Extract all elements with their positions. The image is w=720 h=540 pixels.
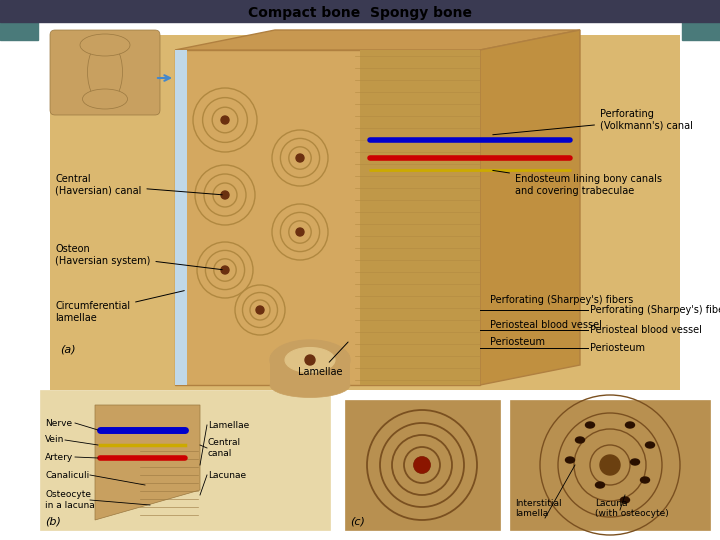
Circle shape [256, 306, 264, 314]
Bar [40, 390, 330, 530]
Text: Perforating (Sharpey's) fibers: Perforating (Sharpey's) fibers [490, 295, 634, 305]
Bar [345, 400, 500, 530]
Text: Perforating (Sharpey's) fibers: Perforating (Sharpey's) fibers [590, 305, 720, 315]
Text: Lamellae: Lamellae [208, 421, 249, 429]
Text: Periosteal blood vessel: Periosteal blood vessel [590, 325, 702, 335]
Ellipse shape [631, 459, 639, 465]
Ellipse shape [83, 89, 127, 109]
Ellipse shape [285, 348, 335, 373]
Ellipse shape [565, 457, 575, 463]
Ellipse shape [80, 34, 130, 56]
Ellipse shape [270, 340, 350, 380]
Text: Lacunae: Lacunae [208, 470, 246, 480]
Circle shape [296, 228, 304, 236]
Bar [0, 0, 38, 40]
Text: Periosteum: Periosteum [490, 337, 545, 347]
Text: Periosteal blood vessel: Periosteal blood vessel [490, 320, 602, 330]
Polygon shape [95, 405, 200, 520]
Circle shape [296, 154, 304, 162]
Circle shape [221, 191, 229, 199]
Text: Lamellae: Lamellae [298, 342, 348, 377]
Ellipse shape [595, 482, 605, 488]
Ellipse shape [270, 373, 350, 397]
Circle shape [305, 355, 315, 365]
Polygon shape [360, 50, 480, 385]
Text: (a): (a) [60, 344, 76, 354]
Polygon shape [175, 50, 480, 385]
Bar [175, 50, 187, 385]
Text: (b): (b) [45, 517, 61, 527]
Text: Canaliculi: Canaliculi [45, 470, 89, 480]
Text: Nerve: Nerve [45, 418, 72, 428]
Ellipse shape [626, 422, 634, 428]
Circle shape [600, 455, 620, 475]
Text: Lacuna
(with osteocyte): Lacuna (with osteocyte) [595, 498, 669, 518]
Text: Vein: Vein [45, 435, 64, 444]
Polygon shape [175, 30, 580, 50]
Text: (c): (c) [350, 517, 365, 527]
Text: Endosteum lining bony canals
and covering trabeculae: Endosteum lining bony canals and coverin… [492, 171, 662, 196]
Bar [510, 400, 710, 530]
Bar [38, 22, 682, 540]
Text: Interstitial
lamella: Interstitial lamella [515, 498, 562, 518]
Text: Central
(Haversian) canal: Central (Haversian) canal [55, 174, 222, 196]
Ellipse shape [575, 437, 585, 443]
Bar [682, 0, 720, 40]
Ellipse shape [621, 497, 629, 503]
Ellipse shape [641, 477, 649, 483]
Text: Osteon
(Haversian system): Osteon (Haversian system) [55, 244, 222, 269]
Text: Artery: Artery [45, 453, 73, 462]
Text: Circumferential
lamellae: Circumferential lamellae [55, 291, 184, 323]
Text: Osteocyte
in a lacuna: Osteocyte in a lacuna [45, 490, 95, 510]
Bar [270, 355, 350, 385]
Circle shape [221, 266, 229, 274]
Ellipse shape [88, 39, 122, 105]
FancyBboxPatch shape [50, 30, 160, 115]
Polygon shape [480, 30, 580, 385]
Text: Periosteum: Periosteum [590, 343, 645, 353]
Text: Perforating
(Volkmann's) canal: Perforating (Volkmann's) canal [492, 109, 693, 135]
Bar [0, 0, 720, 22]
Ellipse shape [646, 442, 654, 448]
FancyBboxPatch shape [50, 35, 680, 390]
Text: Central
canal: Central canal [208, 438, 241, 458]
Circle shape [414, 457, 430, 473]
Ellipse shape [585, 422, 595, 428]
Text: Compact bone  Spongy bone: Compact bone Spongy bone [248, 6, 472, 20]
Circle shape [221, 116, 229, 124]
